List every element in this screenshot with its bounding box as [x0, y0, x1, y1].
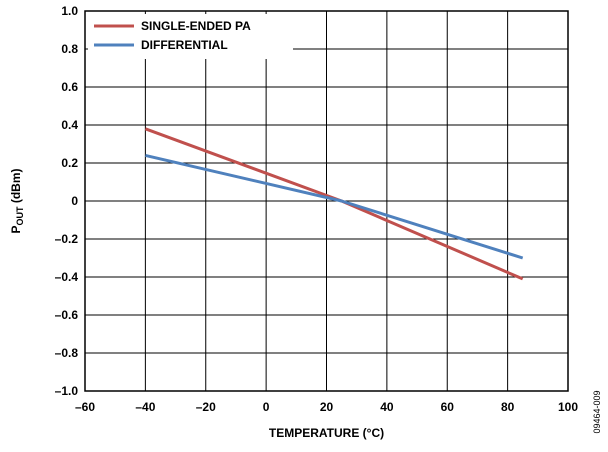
y-tick-label: –1.0: [55, 384, 79, 398]
y-axis-title-main: P: [9, 225, 23, 233]
x-tick-label: 20: [320, 400, 334, 414]
x-tick-label: –60: [75, 400, 95, 414]
x-tick-label: 40: [380, 400, 394, 414]
x-tick-label: 80: [501, 400, 515, 414]
y-axis-title: POUT (dBm): [9, 168, 25, 233]
x-tick-label: –20: [196, 400, 216, 414]
figure-id: 09464-009: [592, 390, 602, 433]
legend: SINGLE-ENDED PA DIFFERENTIAL: [88, 14, 293, 59]
grid: [85, 11, 568, 391]
y-tick-label: 1.0: [61, 4, 78, 18]
x-tick-label: 0: [263, 400, 270, 414]
x-tick-label: 100: [558, 400, 578, 414]
x-tick-label: –40: [135, 400, 155, 414]
y-tick-label: –0.2: [55, 232, 79, 246]
y-tick-label: –0.6: [55, 308, 79, 322]
series-line-single-ended-pa: [144, 127, 524, 281]
y-tick-label: –0.4: [55, 270, 79, 284]
y-tick-label: –0.8: [55, 346, 79, 360]
y-axis-title-unit: (dBm): [9, 168, 23, 206]
plot-frame: [84, 10, 569, 392]
x-axis-title: TEMPERATURE (°C): [269, 426, 384, 440]
legend-label-single-ended: SINGLE-ENDED PA: [141, 19, 251, 33]
y-tick-label: 0.6: [61, 80, 78, 94]
legend-label-differential: DIFFERENTIAL: [141, 38, 228, 52]
legend-background: [88, 14, 293, 59]
y-tick-label: 0.2: [61, 156, 78, 170]
y-axis-title-subscript: OUT: [15, 206, 25, 226]
y-tick-label: 0.8: [61, 42, 78, 56]
y-tick-label: 0.4: [61, 118, 78, 132]
series-line-differential: [145, 153, 524, 260]
tick-labels: –60 –40 –20 0 20 40 60 80 100 1.0 0.8 0.6 0.4 0.2 0 –0.…: [55, 4, 579, 414]
series-lines: [144, 127, 524, 281]
y-tick-label: 0: [71, 194, 78, 208]
x-tick-label: 60: [441, 400, 455, 414]
